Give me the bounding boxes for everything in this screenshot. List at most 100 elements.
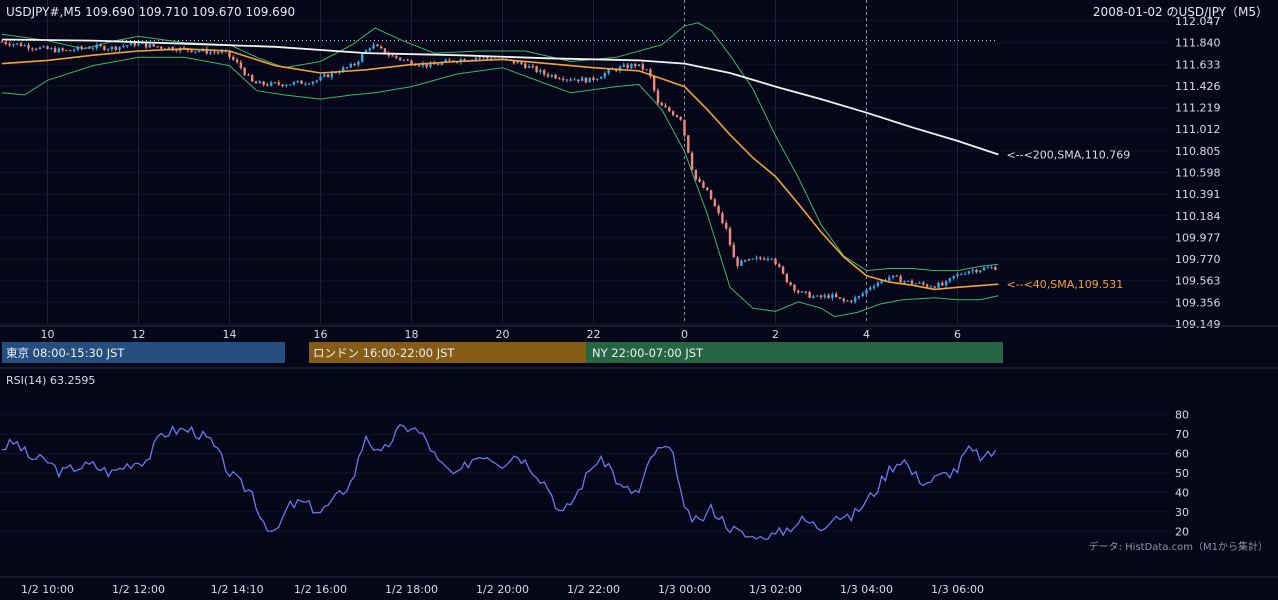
candle-body <box>895 275 899 277</box>
candle-body <box>357 61 360 65</box>
price-panel: 112.047 111.840 111.633 111.426 111.219 111.0… <box>0 0 1268 341</box>
candle-body <box>205 48 208 54</box>
candle-body <box>728 228 732 245</box>
rsi-tick-label: 20 <box>1175 525 1189 538</box>
candle-body <box>664 105 667 108</box>
candle-body <box>834 294 838 298</box>
candle-body <box>88 47 91 49</box>
candle-body <box>607 69 610 73</box>
candle-body <box>690 152 694 170</box>
candle-body <box>869 287 872 290</box>
candle-body <box>721 213 724 223</box>
candle-body <box>755 257 758 259</box>
candle-body <box>944 281 948 286</box>
candle-body <box>831 294 834 299</box>
candle-body <box>53 48 57 53</box>
candle-body <box>91 48 95 50</box>
candle-body <box>251 74 254 82</box>
candle-body <box>842 298 845 302</box>
candle-body <box>872 286 876 288</box>
candle-body <box>713 199 717 207</box>
candle-body <box>793 284 796 291</box>
hour-tick-label: 18 <box>405 328 419 341</box>
candle-body <box>175 50 178 52</box>
time-tick-label: 1/2 14:10 <box>211 583 264 596</box>
candle-body <box>675 115 679 118</box>
candle-body <box>827 295 830 299</box>
candle-body <box>228 50 231 57</box>
candle-body <box>717 206 720 214</box>
candle-body <box>759 257 762 259</box>
candle-body <box>42 46 45 48</box>
candle-body <box>34 48 38 50</box>
candle-body <box>319 76 322 81</box>
session-bars: 東京 08:00-15:30 JST ロンドン 16:00-22:00 JST … <box>2 342 1003 363</box>
session-ny-label: NY 22:00-07:00 JST <box>592 346 704 360</box>
candle-body <box>524 63 527 68</box>
hour-tick-label: 14 <box>223 328 237 341</box>
candle-body <box>634 63 637 66</box>
candle-body <box>531 65 535 67</box>
candle-body <box>57 48 61 53</box>
candle-body <box>645 69 648 71</box>
candle-body <box>823 295 826 298</box>
rsi-tick-label: 80 <box>1175 409 1189 422</box>
candle-body <box>622 64 626 67</box>
candle-body <box>747 258 751 261</box>
candle-body <box>626 64 629 69</box>
time-axis-ticks: 1/2 10:00 1/2 12:00 1/2 14:10 1/2 16:00 1/2 … <box>21 583 984 596</box>
rsi-gridlines <box>0 414 1170 532</box>
price-tick-label: 111.012 <box>1175 123 1221 136</box>
sma40-line <box>1 48 999 291</box>
candle-body <box>637 64 641 66</box>
candle-body <box>311 81 315 84</box>
candle-body <box>27 45 30 49</box>
sma200-annotation: <--<200,SMA,110.769 <box>1006 149 1130 162</box>
candle-body <box>584 77 588 83</box>
candlesticks <box>0 40 997 304</box>
candle-body <box>23 45 26 47</box>
candle-body <box>929 286 933 288</box>
hour-tick-label: 4 <box>863 328 870 341</box>
hour-tick-label: 6 <box>954 328 961 341</box>
candle-body <box>539 70 542 72</box>
candle-body <box>762 258 766 260</box>
candle-body <box>99 44 102 47</box>
candle-body <box>956 274 959 276</box>
candle-body <box>907 280 910 282</box>
candle-body <box>110 46 114 50</box>
time-tick-label: 1/3 00:00 <box>658 583 711 596</box>
candle-body <box>857 296 861 298</box>
candle-body <box>994 267 997 270</box>
hour-tick-label: 22 <box>587 328 601 341</box>
session-london <box>309 342 586 363</box>
candle-body <box>247 74 250 76</box>
candle-body <box>702 181 705 188</box>
candle-body <box>76 46 80 51</box>
session-london-label: ロンドン 16:00-22:00 JST <box>313 346 455 360</box>
candle-body <box>679 117 682 120</box>
candle-body <box>865 289 868 294</box>
candle-body <box>520 61 523 64</box>
price-tick-label: 111.633 <box>1175 58 1221 71</box>
candle-body <box>937 282 940 288</box>
time-tick-label: 1/3 02:00 <box>749 583 802 596</box>
session-ny <box>586 342 1003 363</box>
candle-body <box>660 103 663 106</box>
time-tick-label: 1/2 12:00 <box>112 583 165 596</box>
candle-body <box>880 280 883 283</box>
price-tick-label: 109.149 <box>1175 318 1221 331</box>
candle-body <box>429 63 432 67</box>
candle-body <box>152 44 155 47</box>
candle-body <box>4 42 7 44</box>
candle-body <box>671 111 675 116</box>
price-tick-label: 111.426 <box>1175 80 1221 93</box>
candle-body <box>766 258 770 260</box>
candle-body <box>474 57 478 60</box>
candle-body <box>706 187 709 191</box>
candle-body <box>273 82 277 84</box>
price-gridlines <box>0 20 1170 325</box>
hour-vertical-lines <box>47 0 958 323</box>
time-tick-label: 1/3 04:00 <box>840 583 893 596</box>
